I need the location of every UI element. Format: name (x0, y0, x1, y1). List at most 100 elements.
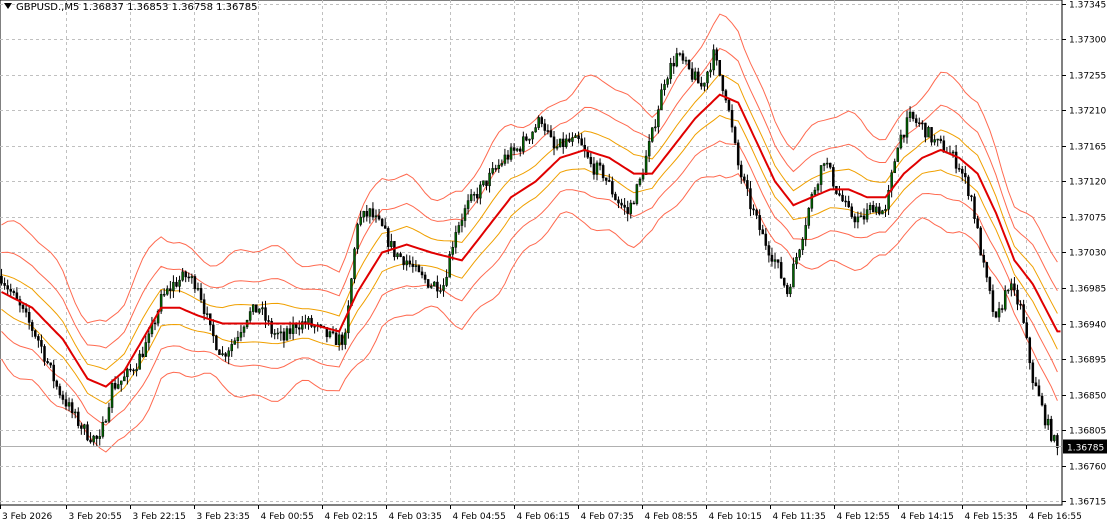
bear-candle (690, 68, 694, 80)
bear-candle (49, 362, 52, 366)
bull-candle (337, 334, 341, 345)
x-tick-label: 4 Feb 10:15 (709, 512, 762, 522)
bear-candle (988, 277, 992, 291)
bear-candle (485, 180, 488, 187)
bull-candle (276, 332, 280, 335)
bear-candle (632, 202, 636, 205)
current-price-label: 1.36785 (1067, 444, 1104, 454)
bear-candle (589, 156, 593, 165)
bear-candle (34, 330, 37, 337)
bear-candle (939, 138, 943, 141)
bull-candle (816, 184, 820, 191)
y-tick-label: 1.37165 (1069, 143, 1106, 153)
bull-candle (693, 71, 697, 80)
bull-candle (641, 174, 645, 180)
bear-candle (402, 256, 405, 266)
bear-candle (914, 118, 918, 123)
bull-candle (905, 117, 909, 138)
bear-candle (608, 180, 611, 182)
bear-candle (1016, 289, 1019, 305)
bull-candle (390, 241, 393, 247)
bear-candle (1056, 435, 1059, 448)
bull-candle (951, 151, 955, 154)
bear-candle (862, 215, 866, 220)
bear-candle (715, 49, 718, 61)
bull-candle (819, 165, 823, 185)
x-tick-label: 3 Feb 2026 (2, 512, 53, 522)
bull-candle (522, 136, 525, 152)
bear-candle (960, 168, 964, 174)
bull-candle (138, 353, 141, 370)
bear-candle (371, 208, 375, 218)
bull-candle (451, 247, 454, 255)
bear-candle (832, 167, 835, 187)
x-tick-label: 4 Feb 06:15 (517, 512, 570, 522)
bear-candle (782, 277, 786, 286)
middle-band-upper (1, 47, 1058, 349)
bull-candle (500, 163, 504, 166)
bull-candle (804, 225, 807, 240)
bear-candle (718, 60, 722, 76)
bull-candle (887, 189, 890, 210)
bull-candle (497, 164, 501, 170)
bull-candle (190, 276, 194, 279)
bear-candle (568, 138, 571, 142)
y-tick-label: 1.36760 (1069, 463, 1106, 473)
bear-candle (620, 202, 623, 206)
bear-candle (408, 260, 412, 265)
bear-candle (724, 90, 728, 101)
bull-candle (172, 281, 175, 291)
bear-candle (592, 163, 596, 175)
bull-candle (795, 257, 798, 265)
bear-candle (506, 154, 510, 160)
bear-candle (426, 279, 430, 288)
bear-candle (767, 245, 771, 256)
bull-candle (92, 435, 95, 443)
bear-candle (967, 176, 970, 196)
bull-candle (654, 126, 657, 129)
bear-candle (169, 288, 172, 291)
bear-candle (614, 193, 617, 201)
x-tick-label: 3 Feb 20:55 (69, 512, 122, 522)
bear-candle (141, 353, 144, 357)
bull-candle (454, 232, 458, 248)
bear-candle (46, 361, 49, 364)
x-tick-label: 4 Feb 04:55 (453, 512, 506, 522)
bear-candle (294, 323, 298, 328)
bull-candle (515, 148, 519, 151)
bear-candle (215, 335, 218, 351)
bull-candle (534, 127, 537, 133)
bear-candle (700, 82, 703, 87)
bear-candle (746, 180, 749, 189)
bull-candle (558, 138, 562, 148)
bull-candle (285, 328, 289, 341)
bear-candle (0, 275, 3, 284)
bear-candle (27, 311, 31, 323)
bull-candle (647, 141, 651, 157)
bear-candle (132, 369, 135, 372)
x-tick-label: 3 Feb 22:15 (133, 512, 186, 522)
bear-candle (58, 386, 62, 396)
bear-candle (911, 111, 915, 119)
bear-candle (525, 136, 528, 141)
bull-candle (798, 249, 801, 258)
bull-candle (448, 254, 451, 278)
bull-candle (881, 210, 884, 215)
current-price-marker (1063, 439, 1107, 454)
bear-candle (918, 122, 921, 124)
bull-candle (162, 293, 166, 296)
bull-candle (635, 184, 639, 204)
bull-candle (159, 294, 163, 312)
bear-candle (175, 281, 178, 287)
bear-candle (129, 368, 132, 371)
bear-candle (973, 196, 976, 219)
bull-candle (675, 53, 679, 67)
bull-candle (107, 407, 111, 422)
bull-candle (110, 382, 114, 408)
bull-candle (239, 332, 243, 338)
bull-candle (663, 84, 666, 91)
dropdown-arrow-icon[interactable] (4, 3, 12, 9)
bear-candle (957, 168, 961, 170)
